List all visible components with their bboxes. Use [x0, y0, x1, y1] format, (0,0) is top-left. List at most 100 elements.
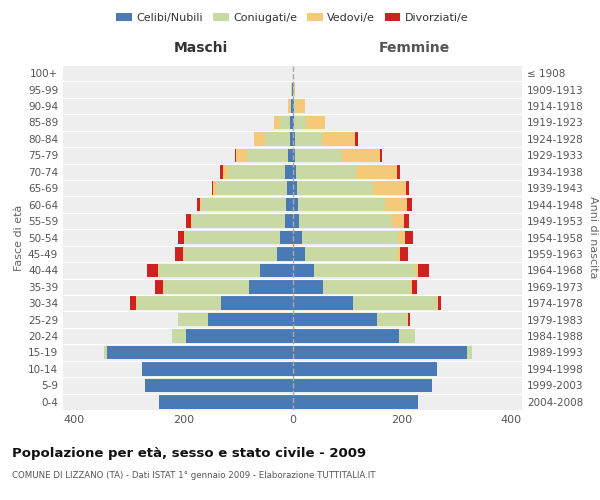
- Bar: [287, 182, 293, 195]
- Bar: [277, 247, 293, 260]
- Bar: [178, 313, 293, 326]
- Bar: [293, 330, 415, 343]
- Bar: [247, 148, 293, 162]
- Bar: [172, 330, 293, 343]
- Bar: [293, 247, 400, 260]
- Bar: [158, 264, 293, 277]
- Bar: [158, 395, 293, 408]
- Bar: [142, 362, 293, 376]
- Y-axis label: Fasce di età: Fasce di età: [14, 204, 24, 270]
- Bar: [163, 280, 293, 293]
- Bar: [293, 362, 437, 376]
- Bar: [293, 313, 409, 326]
- Bar: [192, 214, 293, 228]
- Bar: [293, 346, 472, 359]
- Bar: [293, 280, 417, 293]
- Bar: [201, 198, 293, 211]
- Text: Maschi: Maschi: [173, 41, 227, 55]
- Bar: [293, 247, 305, 260]
- Bar: [158, 395, 293, 408]
- Bar: [185, 231, 293, 244]
- Bar: [293, 132, 295, 145]
- Bar: [293, 182, 297, 195]
- Bar: [293, 198, 407, 211]
- Bar: [145, 378, 293, 392]
- Bar: [287, 100, 293, 113]
- Bar: [293, 313, 410, 326]
- Bar: [200, 198, 293, 211]
- Bar: [293, 296, 437, 310]
- Bar: [145, 378, 293, 392]
- Bar: [223, 165, 293, 178]
- Bar: [293, 148, 295, 162]
- Text: Femmine: Femmine: [379, 41, 450, 55]
- Bar: [293, 362, 437, 376]
- Bar: [286, 198, 293, 211]
- Bar: [142, 362, 293, 376]
- Bar: [293, 214, 299, 228]
- Bar: [293, 214, 409, 228]
- Bar: [254, 132, 293, 145]
- Bar: [293, 330, 415, 343]
- Bar: [293, 247, 397, 260]
- Bar: [155, 280, 293, 293]
- Bar: [291, 83, 293, 96]
- Bar: [274, 116, 293, 129]
- Bar: [220, 165, 293, 178]
- Bar: [293, 280, 412, 293]
- Bar: [293, 198, 412, 211]
- Bar: [184, 231, 293, 244]
- Bar: [293, 182, 373, 195]
- Bar: [293, 214, 392, 228]
- Bar: [145, 378, 293, 392]
- Bar: [293, 116, 306, 129]
- Bar: [191, 214, 293, 228]
- Bar: [293, 198, 385, 211]
- Bar: [291, 83, 293, 96]
- Bar: [293, 132, 322, 145]
- Bar: [216, 182, 293, 195]
- Bar: [293, 346, 472, 359]
- Bar: [293, 165, 397, 178]
- Bar: [293, 264, 428, 277]
- Bar: [293, 264, 415, 277]
- Bar: [293, 165, 356, 178]
- Bar: [287, 100, 293, 113]
- Bar: [104, 346, 293, 359]
- Bar: [293, 132, 355, 145]
- Bar: [293, 148, 341, 162]
- Bar: [293, 296, 353, 310]
- Bar: [290, 132, 293, 145]
- Bar: [293, 280, 410, 293]
- Bar: [293, 165, 296, 178]
- Bar: [293, 231, 404, 244]
- Bar: [178, 231, 293, 244]
- Bar: [293, 313, 377, 326]
- Bar: [293, 395, 418, 408]
- Bar: [293, 100, 305, 113]
- Bar: [293, 83, 295, 96]
- Bar: [158, 395, 293, 408]
- Bar: [293, 378, 432, 392]
- Bar: [293, 330, 399, 343]
- Bar: [254, 132, 293, 145]
- Bar: [184, 247, 293, 260]
- Bar: [293, 148, 382, 162]
- Bar: [293, 231, 413, 244]
- Bar: [280, 116, 293, 129]
- Bar: [286, 165, 293, 178]
- Bar: [172, 330, 293, 343]
- Bar: [293, 182, 406, 195]
- Bar: [293, 378, 432, 392]
- Bar: [293, 378, 432, 392]
- Bar: [158, 395, 293, 408]
- Bar: [130, 296, 293, 310]
- Bar: [146, 264, 293, 277]
- Bar: [293, 395, 418, 408]
- Bar: [158, 264, 293, 277]
- Bar: [145, 378, 293, 392]
- Bar: [293, 395, 418, 408]
- Bar: [107, 346, 293, 359]
- Bar: [142, 362, 293, 376]
- Bar: [285, 214, 293, 228]
